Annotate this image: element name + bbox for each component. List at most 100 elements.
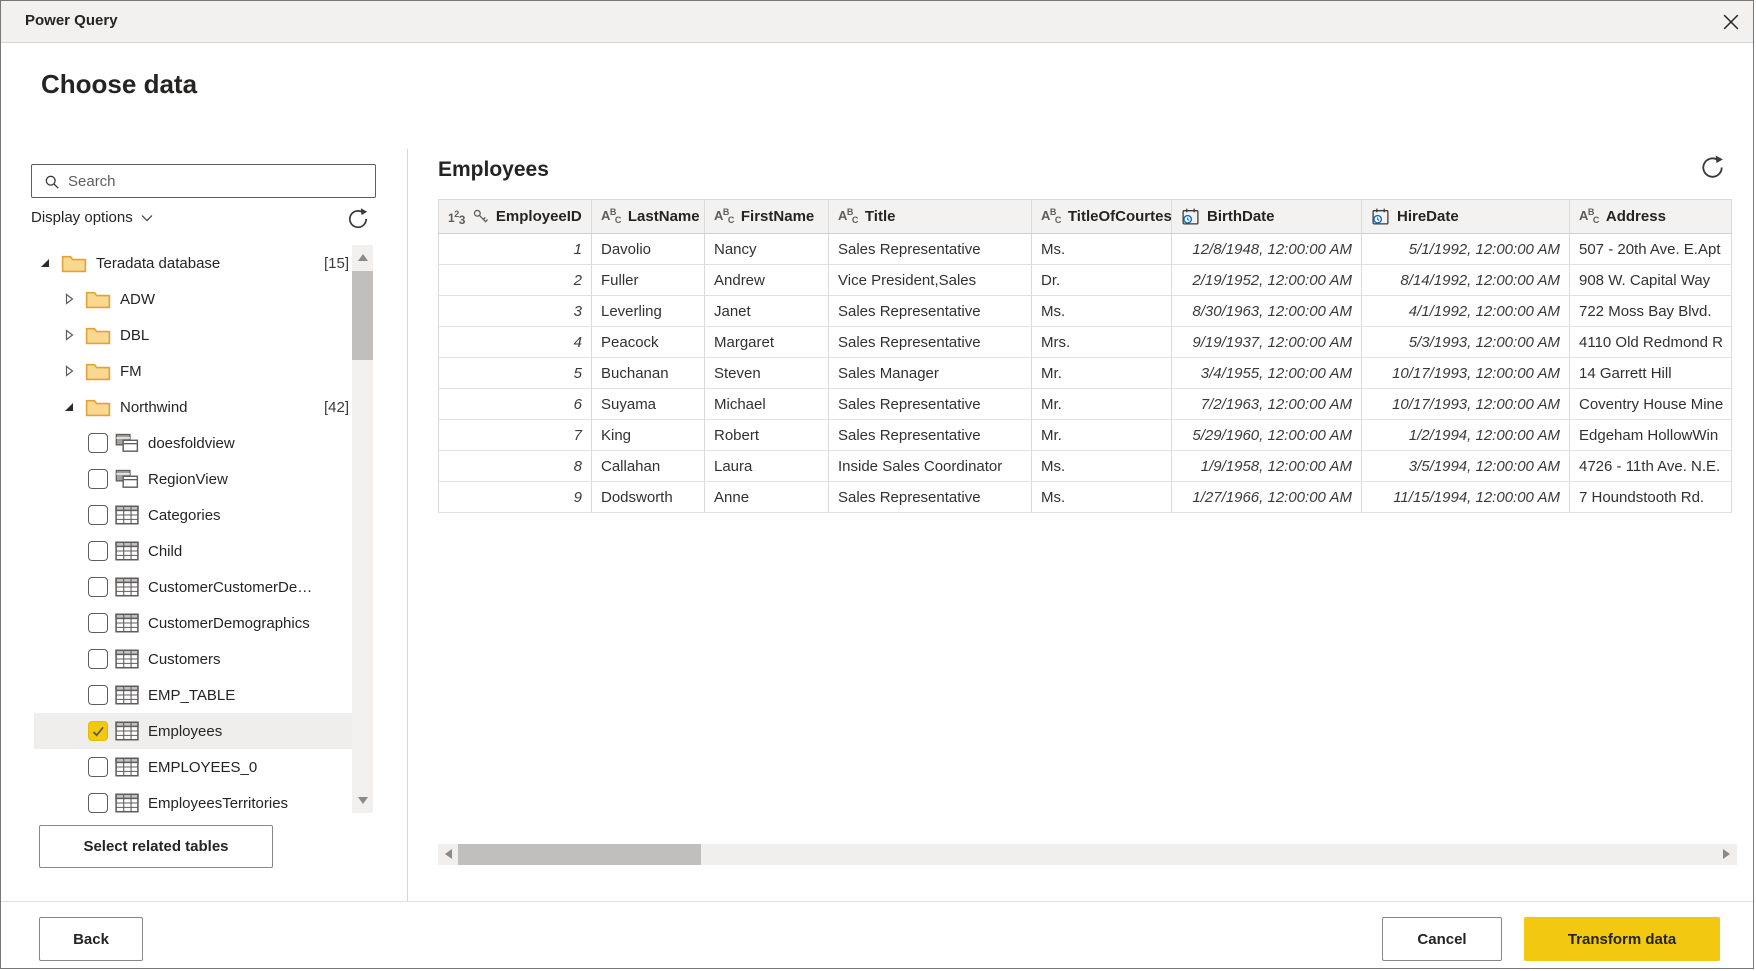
column-header[interactable]: ABC TitleOfCourtesy: [1031, 199, 1172, 234]
table-cell: Sales Representative: [828, 295, 1032, 327]
tree-item[interactable]: Categories: [34, 497, 352, 533]
tree-item-checkbox[interactable]: [88, 505, 108, 525]
column-header[interactable]: BirthDate: [1171, 199, 1362, 234]
tree-item[interactable]: RegionView: [34, 461, 352, 497]
table-row: 3 Leverling Janet Sales Representative Ms. 8/…: [438, 295, 1732, 327]
folder-icon: [61, 253, 87, 273]
table-cell: 4/1/1992, 12:00:00 AM: [1361, 295, 1570, 327]
navigation-tree: Teradata database [15] ADW DBL FM Northwind [4…: [34, 245, 352, 815]
refresh-tree-icon[interactable]: [346, 207, 370, 231]
expand-icon[interactable]: [63, 293, 78, 305]
tree-item[interactable]: Teradata database [15]: [34, 245, 352, 281]
table-cell: Sales Representative: [828, 419, 1032, 451]
preview-horizontal-scrollbar[interactable]: [438, 844, 1737, 865]
tree-item[interactable]: CustomerCustomerDe…: [34, 569, 352, 605]
collapse-icon[interactable]: [63, 401, 78, 413]
table-icon: [115, 793, 139, 813]
table-cell: Mr.: [1031, 388, 1172, 420]
table-cell: Mr.: [1031, 419, 1172, 451]
table-cell: 3/5/1994, 12:00:00 AM: [1361, 450, 1570, 482]
tree-item-checkbox[interactable]: [88, 793, 108, 813]
table-cell: 7: [438, 419, 592, 451]
scroll-up-icon[interactable]: [358, 254, 368, 261]
table-cell: 5: [438, 357, 592, 389]
tree-item[interactable]: DBL: [34, 317, 352, 353]
tree-item-checkbox[interactable]: [88, 685, 108, 705]
scroll-left-icon[interactable]: [445, 849, 452, 859]
table-cell: Fuller: [591, 264, 705, 296]
tree-item[interactable]: EMP_TABLE: [34, 677, 352, 713]
search-icon: [44, 174, 60, 190]
tree-item[interactable]: EmployeesTerritories: [34, 785, 352, 815]
folder-icon: [85, 325, 111, 345]
collapse-icon[interactable]: [39, 257, 54, 269]
tree-item-label: Child: [148, 542, 183, 560]
tree-item-checkbox[interactable]: [88, 577, 108, 597]
cancel-button[interactable]: Cancel: [1382, 917, 1502, 961]
column-header[interactable]: ABC Title: [828, 199, 1032, 234]
back-button[interactable]: Back: [39, 917, 143, 961]
table-cell: Margaret: [704, 326, 829, 358]
scroll-down-icon[interactable]: [358, 797, 368, 804]
table-cell: Sales Representative: [828, 388, 1032, 420]
tree-item[interactable]: FM: [34, 353, 352, 389]
table-row: 9 Dodsworth Anne Sales Representative Ms. 1/2…: [438, 481, 1732, 513]
column-header-label: LastName: [627, 208, 700, 225]
horizontal-scrollbar-thumb[interactable]: [458, 844, 701, 865]
column-header[interactable]: 123 EmployeeID: [438, 199, 592, 234]
tree-item-label: DBL: [120, 326, 150, 344]
footer-divider: [1, 901, 1753, 902]
tree-item[interactable]: Employees: [34, 713, 352, 749]
table-cell: 8/30/1963, 12:00:00 AM: [1171, 295, 1362, 327]
table-cell: 6: [438, 388, 592, 420]
column-header-label: FirstName: [740, 208, 815, 225]
close-icon[interactable]: [1723, 14, 1739, 30]
display-options-row: Display options: [31, 207, 376, 235]
column-header[interactable]: ABC FirstName: [704, 199, 829, 234]
tree-item-label: Customers: [148, 650, 221, 668]
display-options-dropdown[interactable]: Display options: [31, 209, 153, 226]
tree-item-checkbox[interactable]: [88, 469, 108, 489]
tree-item-checkbox[interactable]: [88, 757, 108, 777]
table-cell: Leverling: [591, 295, 705, 327]
tree-item-label: CustomerDemographics: [148, 614, 310, 632]
table-cell: Vice President,Sales: [828, 264, 1032, 296]
tree-item[interactable]: Child: [34, 533, 352, 569]
tree-item[interactable]: Northwind [42]: [34, 389, 352, 425]
column-header[interactable]: ABC LastName: [591, 199, 705, 234]
column-header-label: HireDate: [1397, 208, 1459, 225]
select-related-tables-button[interactable]: Select related tables: [39, 825, 273, 868]
tree-scrollbar-thumb[interactable]: [352, 271, 373, 360]
table-cell: 1/9/1958, 12:00:00 AM: [1171, 450, 1362, 482]
table-cell: 2/19/1952, 12:00:00 AM: [1171, 264, 1362, 296]
tree-item[interactable]: EMPLOYEES_0: [34, 749, 352, 785]
table-cell: 8/14/1992, 12:00:00 AM: [1361, 264, 1570, 296]
item-count: [42]: [323, 398, 349, 416]
tree-item-checkbox[interactable]: [88, 541, 108, 561]
table-cell: Buchanan: [591, 357, 705, 389]
column-header[interactable]: HireDate: [1361, 199, 1570, 234]
tree-item[interactable]: ADW: [34, 281, 352, 317]
tree-item[interactable]: CustomerDemographics: [34, 605, 352, 641]
scroll-right-icon[interactable]: [1723, 849, 1730, 859]
tree-item-checkbox[interactable]: [88, 649, 108, 669]
expand-icon[interactable]: [63, 329, 78, 341]
table-cell: Anne: [704, 481, 829, 513]
transform-data-button[interactable]: Transform data: [1524, 917, 1720, 961]
expand-icon[interactable]: [63, 365, 78, 377]
tree-item[interactable]: doesfoldview: [34, 425, 352, 461]
table-cell: Inside Sales Coordinator: [828, 450, 1032, 482]
table-cell: Dr.: [1031, 264, 1172, 296]
column-header[interactable]: ABC Address: [1569, 199, 1732, 234]
tree-scrollbar[interactable]: [352, 245, 373, 813]
number-type-icon: 123: [448, 208, 465, 227]
tree-item-checkbox[interactable]: [88, 433, 108, 453]
refresh-preview-icon[interactable]: [1699, 154, 1726, 181]
tree-item[interactable]: Customers: [34, 641, 352, 677]
table-cell: 3: [438, 295, 592, 327]
view-icon: [115, 469, 139, 489]
search-input[interactable]: [68, 165, 368, 197]
table-cell: Sales Representative: [828, 481, 1032, 513]
tree-item-checkbox[interactable]: [88, 613, 108, 633]
tree-item-checkbox[interactable]: [88, 721, 108, 741]
